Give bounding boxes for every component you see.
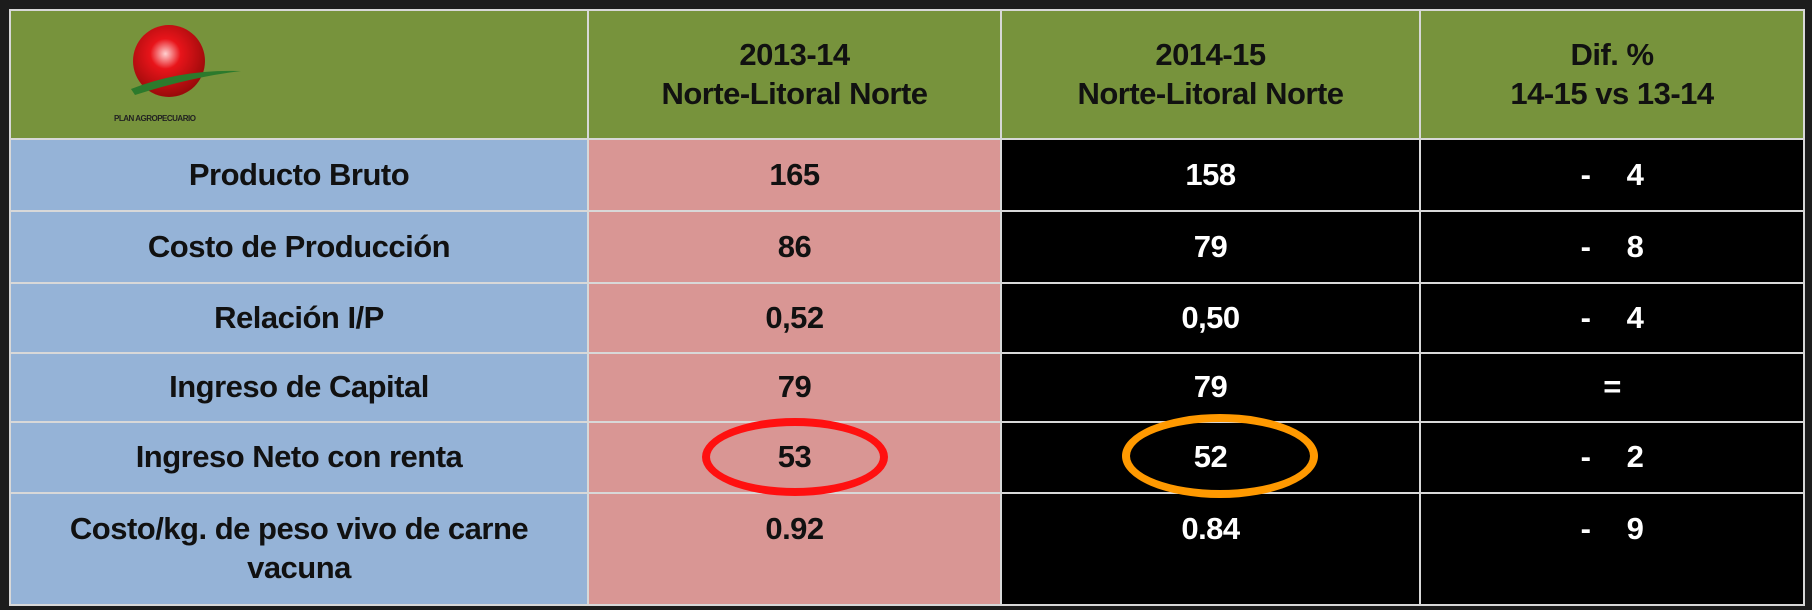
header-text: 14-15 vs 13-14 — [1510, 75, 1714, 111]
logo-swoosh — [131, 70, 241, 95]
logo: PLAN AGROPECUARIO — [114, 25, 241, 123]
header-cell: Dif. % 14-15 vs 13-14 — [1419, 9, 1805, 140]
table-cell: = — [1419, 352, 1805, 423]
cell-text: 0,50 — [1181, 299, 1240, 335]
table-cell: 79 — [1000, 210, 1421, 284]
table-cell: 165 — [587, 138, 1002, 212]
table-cell: 86 — [587, 210, 1002, 284]
table-cell: - 2 — [1419, 421, 1805, 494]
table-cell: - 4 — [1419, 138, 1805, 212]
table-cell: - 4 — [1419, 282, 1805, 354]
row-label: Costo de Producción — [9, 210, 589, 284]
cell-text: 0.84 — [1181, 511, 1240, 546]
row-label: Costo/kg. de peso vivo de carne vacuna — [9, 492, 589, 606]
logo-cell: PLAN AGROPECUARIO — [9, 9, 589, 140]
header-cell: 2014-15 Norte-Litoral Norte — [1000, 9, 1421, 140]
cell-text: = — [1603, 369, 1621, 405]
cell-text: Ingreso Neto con renta — [135, 439, 463, 475]
cell-text: Ingreso de Capital — [169, 369, 429, 405]
cell-text: - 4 — [1580, 299, 1644, 335]
header-text: Dif. % — [1570, 36, 1654, 72]
header-text: 2013-14 — [739, 36, 850, 72]
logo-text: PLAN AGROPECUARIO — [114, 114, 196, 123]
highlight-oval — [1122, 414, 1318, 498]
cell-text: 0.92 — [765, 511, 824, 546]
cell-text: 79 — [777, 369, 812, 405]
header-text: Norte-Litoral Norte — [661, 75, 928, 111]
cell-text: 165 — [769, 156, 820, 192]
table-cell: 79 — [587, 352, 1002, 423]
table-cell: 0,50 — [1000, 282, 1421, 354]
cell-text: 86 — [777, 228, 812, 264]
cell-text: Producto Bruto — [188, 156, 410, 192]
cell-text: - 8 — [1580, 228, 1644, 264]
cell-text: 0,52 — [765, 299, 824, 335]
row-label: Ingreso de Capital — [9, 352, 589, 423]
cell-text: 79 — [1193, 228, 1228, 264]
row-label: Relación I/P — [9, 282, 589, 354]
table-cell: 0.84 — [1000, 492, 1421, 606]
cell-text: Costo/kg. de peso vivo de carne vacuna — [69, 511, 529, 585]
header-text: 2014-15 — [1155, 36, 1266, 72]
cell-text: - 9 — [1580, 511, 1644, 546]
cell-text: - 2 — [1580, 439, 1644, 475]
table-cell: - 8 — [1419, 210, 1805, 284]
cell-text: Costo de Producción — [147, 228, 451, 264]
table-cell: 0,52 — [587, 282, 1002, 354]
table-cell: 158 — [1000, 138, 1421, 212]
cell-text: Relación I/P — [214, 299, 384, 335]
table-cell: 0.92 — [587, 492, 1002, 606]
cell-text: - 4 — [1580, 156, 1644, 192]
table-cell: - 9 — [1419, 492, 1805, 606]
row-label: Producto Bruto — [9, 138, 589, 212]
header-text: Norte-Litoral Norte — [1077, 75, 1344, 111]
header-cell: 2013-14 Norte-Litoral Norte — [587, 9, 1002, 140]
highlight-oval — [702, 418, 888, 496]
cell-text: 79 — [1193, 369, 1228, 405]
row-label: Ingreso Neto con renta — [9, 421, 589, 494]
table-cell: 79 — [1000, 352, 1421, 423]
cell-text: 158 — [1185, 156, 1236, 192]
